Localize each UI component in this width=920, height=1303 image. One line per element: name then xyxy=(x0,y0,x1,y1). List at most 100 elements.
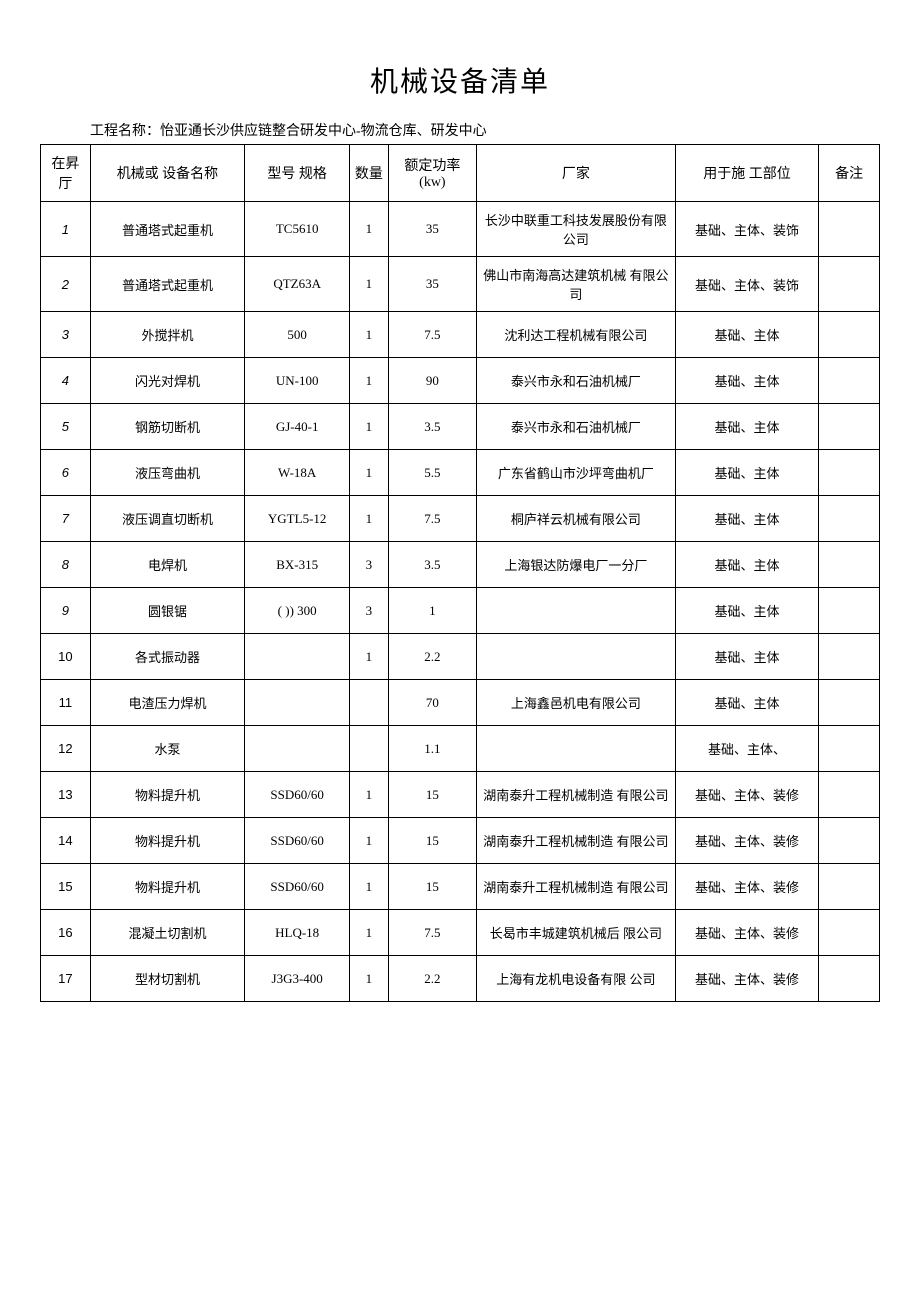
table-row: 6液压弯曲机W-18A15.5广东省鹤山市沙坪弯曲机厂基础、主体 xyxy=(41,450,880,496)
cell-power: 3.5 xyxy=(388,542,476,588)
cell-site: 基础、主体 xyxy=(675,542,819,588)
cell-maker: 上海鑫邑机电有限公司 xyxy=(477,680,676,726)
header-power: 额定功率(kw) xyxy=(388,145,476,202)
cell-remark xyxy=(819,956,880,1002)
header-site: 用于施 工部位 xyxy=(675,145,819,202)
cell-remark xyxy=(819,818,880,864)
cell-site: 基础、主体、装饰 xyxy=(675,257,819,312)
cell-maker: 湖南泰升工程机械制造 有限公司 xyxy=(477,818,676,864)
cell-remark xyxy=(819,542,880,588)
cell-seq: 17 xyxy=(41,956,91,1002)
table-row: 10各式振动器12.2基础、主体 xyxy=(41,634,880,680)
cell-qty: 1 xyxy=(350,257,389,312)
cell-power: 7.5 xyxy=(388,910,476,956)
table-row: 8电焊机BX-31533.5上海银达防爆电厂一分厂基础、主体 xyxy=(41,542,880,588)
cell-name: 型材切割机 xyxy=(90,956,245,1002)
cell-model xyxy=(245,680,350,726)
cell-maker: 长曷市丰城建筑机械后 限公司 xyxy=(477,910,676,956)
cell-model: J3G3-400 xyxy=(245,956,350,1002)
header-name: 机械或 设备名称 xyxy=(90,145,245,202)
cell-seq: 14 xyxy=(41,818,91,864)
cell-maker: 长沙中联重工科技发展股份有限公司 xyxy=(477,202,676,257)
cell-seq: 4 xyxy=(41,358,91,404)
cell-maker: 上海银达防爆电厂一分厂 xyxy=(477,542,676,588)
cell-seq: 6 xyxy=(41,450,91,496)
cell-maker: 湖南泰升工程机械制造 有限公司 xyxy=(477,772,676,818)
cell-remark xyxy=(819,450,880,496)
cell-qty xyxy=(350,726,389,772)
cell-model: QTZ63A xyxy=(245,257,350,312)
table-row: 7液压调直切断机YGTL5-1217.5桐庐祥云机械有限公司基础、主体 xyxy=(41,496,880,542)
cell-power: 7.5 xyxy=(388,312,476,358)
cell-model: BX-315 xyxy=(245,542,350,588)
cell-model: 500 xyxy=(245,312,350,358)
cell-model: SSD60/60 xyxy=(245,772,350,818)
cell-name: 水泵 xyxy=(90,726,245,772)
cell-site: 基础、主体 xyxy=(675,634,819,680)
cell-maker: 上海有龙机电设备有限 公司 xyxy=(477,956,676,1002)
cell-name: 物料提升机 xyxy=(90,772,245,818)
cell-seq: 2 xyxy=(41,257,91,312)
cell-qty: 1 xyxy=(350,818,389,864)
cell-seq: 16 xyxy=(41,910,91,956)
cell-remark xyxy=(819,634,880,680)
table-row: 4闪光对焊机UN-100190泰兴市永和石油机械厂基础、主体 xyxy=(41,358,880,404)
cell-name: 普通塔式起重机 xyxy=(90,202,245,257)
cell-qty: 1 xyxy=(350,956,389,1002)
cell-qty: 1 xyxy=(350,404,389,450)
cell-power: 2.2 xyxy=(388,634,476,680)
cell-remark xyxy=(819,772,880,818)
cell-site: 基础、主体、装修 xyxy=(675,910,819,956)
cell-site: 基础、主体 xyxy=(675,588,819,634)
cell-name: 电焊机 xyxy=(90,542,245,588)
project-name: 工程名称：怡亚通长沙供应链整合研发中心-物流仓库、研发中心 xyxy=(90,120,880,140)
cell-name: 闪光对焊机 xyxy=(90,358,245,404)
cell-maker: 泰兴市永和石油机械厂 xyxy=(477,404,676,450)
table-row: 5钢筋切断机GJ-40-113.5泰兴市永和石油机械厂基础、主体 xyxy=(41,404,880,450)
cell-site: 基础、主体、装修 xyxy=(675,818,819,864)
cell-power: 15 xyxy=(388,772,476,818)
cell-maker xyxy=(477,634,676,680)
cell-site: 基础、主体 xyxy=(675,358,819,404)
cell-name: 圆银锯 xyxy=(90,588,245,634)
cell-qty: 1 xyxy=(350,634,389,680)
cell-maker: 广东省鹤山市沙坪弯曲机厂 xyxy=(477,450,676,496)
cell-name: 电渣压力焊机 xyxy=(90,680,245,726)
cell-seq: 9 xyxy=(41,588,91,634)
cell-remark xyxy=(819,312,880,358)
cell-power: 2.2 xyxy=(388,956,476,1002)
cell-seq: 5 xyxy=(41,404,91,450)
table-row: 2普通塔式起重机QTZ63A135佛山市南海高达建筑机械 有限公司基础、主体、装… xyxy=(41,257,880,312)
cell-site: 基础、主体 xyxy=(675,680,819,726)
cell-site: 基础、主体 xyxy=(675,404,819,450)
cell-power: 3.5 xyxy=(388,404,476,450)
cell-remark xyxy=(819,588,880,634)
cell-model: SSD60/60 xyxy=(245,818,350,864)
table-row: 9圆银锯( )) 30031基础、主体 xyxy=(41,588,880,634)
cell-name: 混凝土切割机 xyxy=(90,910,245,956)
cell-name: 钢筋切断机 xyxy=(90,404,245,450)
cell-seq: 12 xyxy=(41,726,91,772)
cell-qty: 1 xyxy=(350,864,389,910)
cell-power: 15 xyxy=(388,818,476,864)
cell-model: W-18A xyxy=(245,450,350,496)
cell-seq: 10 xyxy=(41,634,91,680)
cell-name: 普通塔式起重机 xyxy=(90,257,245,312)
cell-remark xyxy=(819,496,880,542)
cell-maker xyxy=(477,726,676,772)
page-title: 机械设备清单 xyxy=(40,60,880,100)
cell-remark xyxy=(819,257,880,312)
cell-name: 物料提升机 xyxy=(90,864,245,910)
cell-site: 基础、主体、 xyxy=(675,726,819,772)
cell-model: YGTL5-12 xyxy=(245,496,350,542)
cell-qty: 1 xyxy=(350,496,389,542)
equipment-table: 在昇 厅 机械或 设备名称 型号 规格 数量 额定功率(kw) 厂家 用于施 工… xyxy=(40,144,880,1002)
cell-model: TC5610 xyxy=(245,202,350,257)
cell-model: HLQ-18 xyxy=(245,910,350,956)
header-remark: 备注 xyxy=(819,145,880,202)
cell-remark xyxy=(819,404,880,450)
cell-maker xyxy=(477,588,676,634)
cell-model: UN-100 xyxy=(245,358,350,404)
cell-qty xyxy=(350,680,389,726)
cell-maker: 佛山市南海高达建筑机械 有限公司 xyxy=(477,257,676,312)
